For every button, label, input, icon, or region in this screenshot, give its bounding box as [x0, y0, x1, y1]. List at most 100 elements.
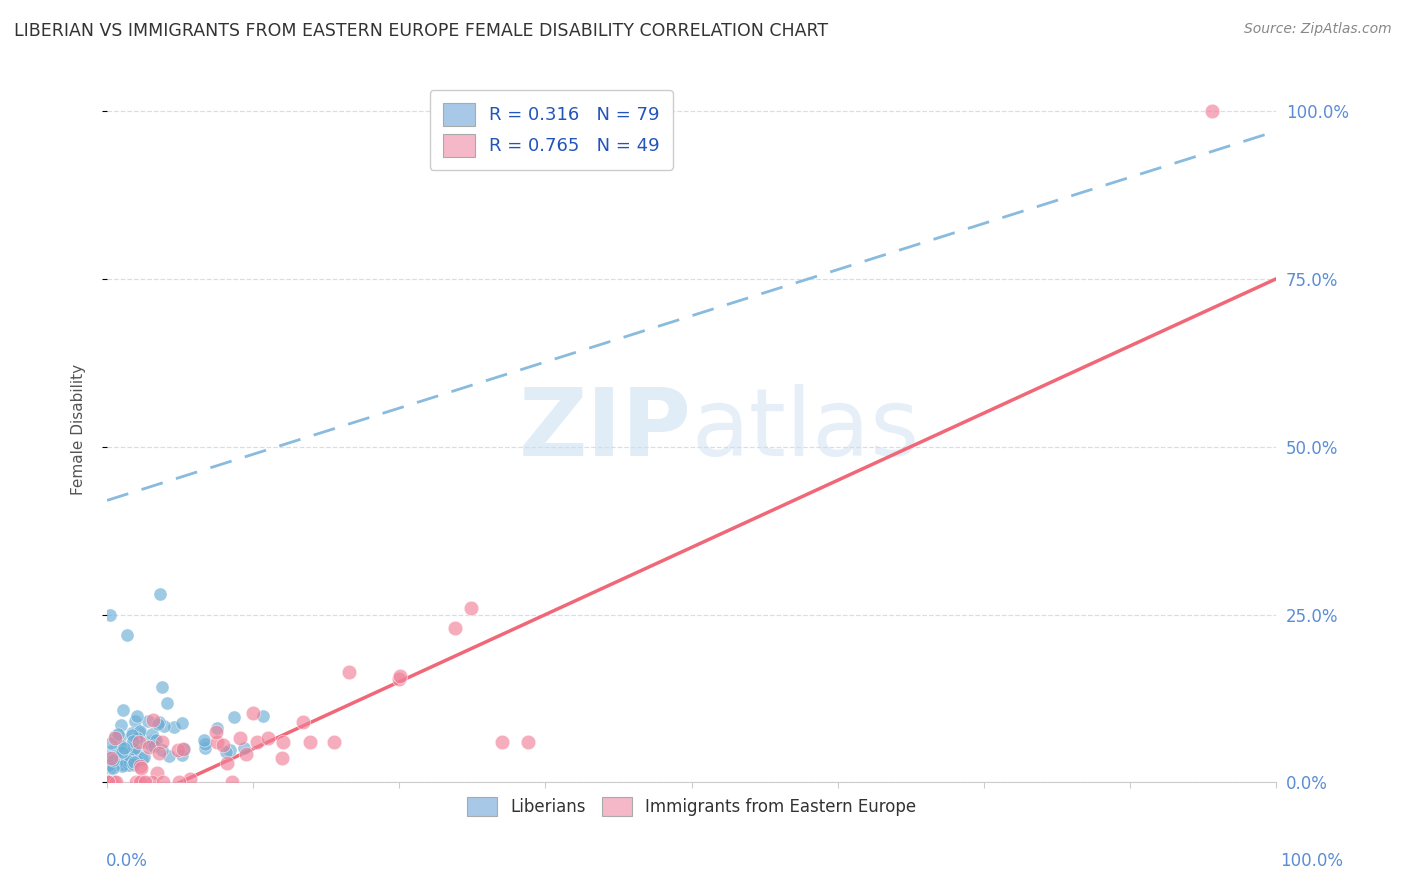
Point	[242, 706, 264, 721]
Point	[127, 754, 149, 768]
Point	[148, 715, 170, 730]
Point	[122, 756, 145, 771]
Point	[114, 740, 136, 755]
Point	[107, 751, 129, 765]
Point	[156, 696, 179, 710]
Point	[124, 746, 146, 760]
Point	[121, 756, 143, 770]
Point	[141, 775, 163, 789]
Point	[115, 628, 138, 642]
Point	[124, 755, 146, 769]
Text: Source: ZipAtlas.com: Source: ZipAtlas.com	[1244, 22, 1392, 37]
Point	[194, 737, 217, 751]
Point	[167, 775, 190, 789]
Point	[101, 761, 124, 775]
Point	[110, 739, 132, 753]
Point	[110, 718, 132, 732]
Point	[105, 747, 128, 762]
Point	[131, 775, 153, 789]
Point	[103, 775, 125, 789]
Point	[163, 720, 186, 734]
Point	[389, 669, 412, 683]
Point	[111, 759, 134, 773]
Point	[205, 721, 228, 735]
Point	[215, 745, 238, 759]
Point	[134, 735, 156, 749]
Point	[170, 715, 193, 730]
Point	[291, 715, 314, 730]
Point	[134, 775, 156, 789]
Point	[124, 714, 146, 728]
Point	[516, 735, 538, 749]
Point	[136, 714, 159, 728]
Point	[97, 775, 120, 789]
Point	[108, 730, 131, 744]
Point	[121, 726, 143, 740]
Text: 100.0%: 100.0%	[1279, 852, 1343, 870]
Point	[128, 725, 150, 739]
Text: atlas: atlas	[692, 384, 920, 476]
Point	[173, 742, 195, 756]
Text: 0.0%: 0.0%	[105, 852, 148, 870]
Point	[444, 621, 467, 635]
Point	[132, 750, 155, 764]
Point	[97, 758, 120, 772]
Point	[153, 719, 176, 733]
Point	[323, 735, 346, 749]
Point	[107, 727, 129, 741]
Point	[98, 761, 121, 775]
Point	[194, 741, 217, 756]
Point	[166, 743, 188, 757]
Point	[128, 759, 150, 773]
Y-axis label: Female Disability: Female Disability	[72, 364, 86, 495]
Point	[98, 607, 121, 622]
Point	[172, 747, 194, 762]
Point	[139, 739, 162, 753]
Point	[193, 732, 215, 747]
Point	[246, 735, 269, 749]
Point	[146, 766, 169, 780]
Point	[100, 751, 122, 765]
Point	[388, 672, 411, 686]
Point	[118, 755, 141, 769]
Point	[114, 754, 136, 768]
Point	[138, 739, 160, 754]
Point	[112, 703, 135, 717]
Point	[128, 735, 150, 749]
Point	[229, 731, 252, 746]
Point	[142, 713, 165, 727]
Point	[121, 728, 143, 742]
Text: ZIP: ZIP	[519, 384, 692, 476]
Point	[101, 753, 124, 767]
Point	[212, 739, 235, 753]
Point	[1201, 103, 1223, 118]
Point	[112, 741, 135, 756]
Point	[98, 754, 121, 768]
Point	[124, 743, 146, 757]
Point	[235, 747, 257, 762]
Point	[120, 747, 142, 762]
Point	[152, 743, 174, 757]
Point	[215, 756, 238, 770]
Point	[104, 729, 127, 743]
Point	[337, 665, 360, 680]
Point	[142, 732, 165, 747]
Point	[118, 758, 141, 772]
Point	[122, 758, 145, 772]
Point	[143, 739, 166, 753]
Point	[224, 710, 246, 724]
Point	[118, 752, 141, 766]
Point	[97, 750, 120, 764]
Point	[157, 749, 180, 764]
Point	[104, 731, 127, 746]
Point	[233, 741, 256, 756]
Point	[128, 723, 150, 738]
Point	[97, 775, 120, 789]
Point	[100, 736, 122, 750]
Point	[491, 735, 513, 749]
Point	[97, 775, 120, 789]
Point	[105, 775, 128, 789]
Point	[111, 745, 134, 759]
Point	[118, 755, 141, 769]
Point	[145, 732, 167, 747]
